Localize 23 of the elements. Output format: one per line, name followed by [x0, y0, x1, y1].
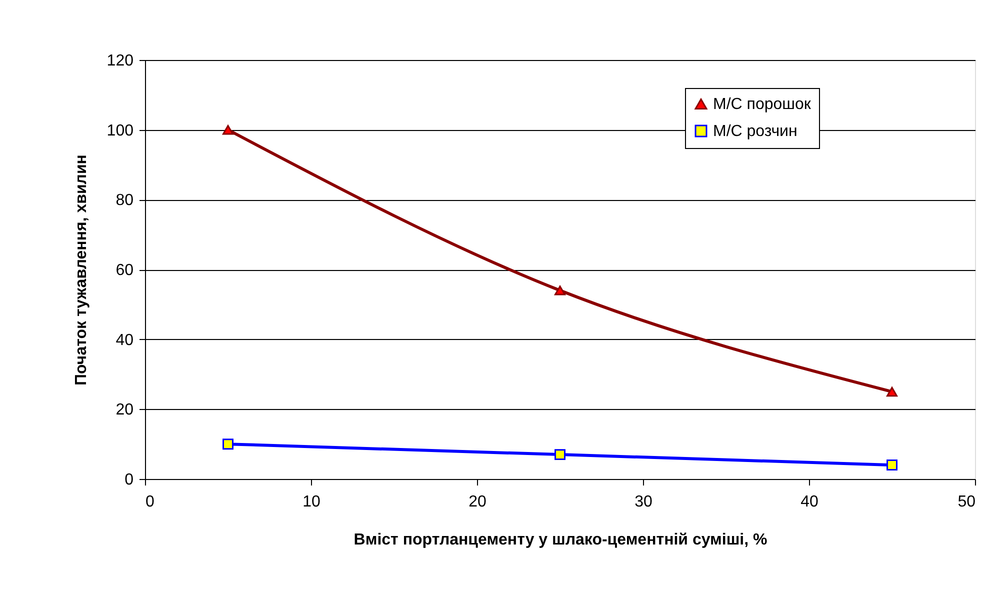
x-tick-label: 50	[958, 494, 976, 510]
y-tick-label: 0	[124, 472, 134, 488]
point	[222, 438, 234, 450]
y-tick-label: 100	[106, 122, 134, 140]
y-axis-title: Початок тужавлення, хвилин	[72, 154, 90, 386]
y-tick-label: 120	[106, 52, 134, 70]
y-tick-label: 60	[116, 262, 134, 279]
point	[886, 386, 898, 397]
x-axis-title: Вміст портланцементу у шлако-цементній суміші, %	[354, 532, 768, 548]
legend-label: М/С порошок	[713, 96, 812, 113]
x-tick-label: 30	[634, 494, 652, 510]
point	[554, 286, 566, 296]
x-tick-label: 0	[146, 494, 154, 510]
point	[554, 449, 566, 460]
y-tick-label: 40	[116, 332, 134, 349]
y-tick-label: 20	[116, 402, 134, 419]
x-tick-label: 10	[302, 494, 320, 510]
point	[222, 124, 234, 135]
x-tick-label: 40	[800, 494, 818, 510]
point	[886, 460, 898, 471]
x-tick-label: 20	[468, 494, 486, 510]
legend-label: М/С розчин	[713, 123, 798, 140]
y-tick-label: 80	[116, 192, 134, 210]
